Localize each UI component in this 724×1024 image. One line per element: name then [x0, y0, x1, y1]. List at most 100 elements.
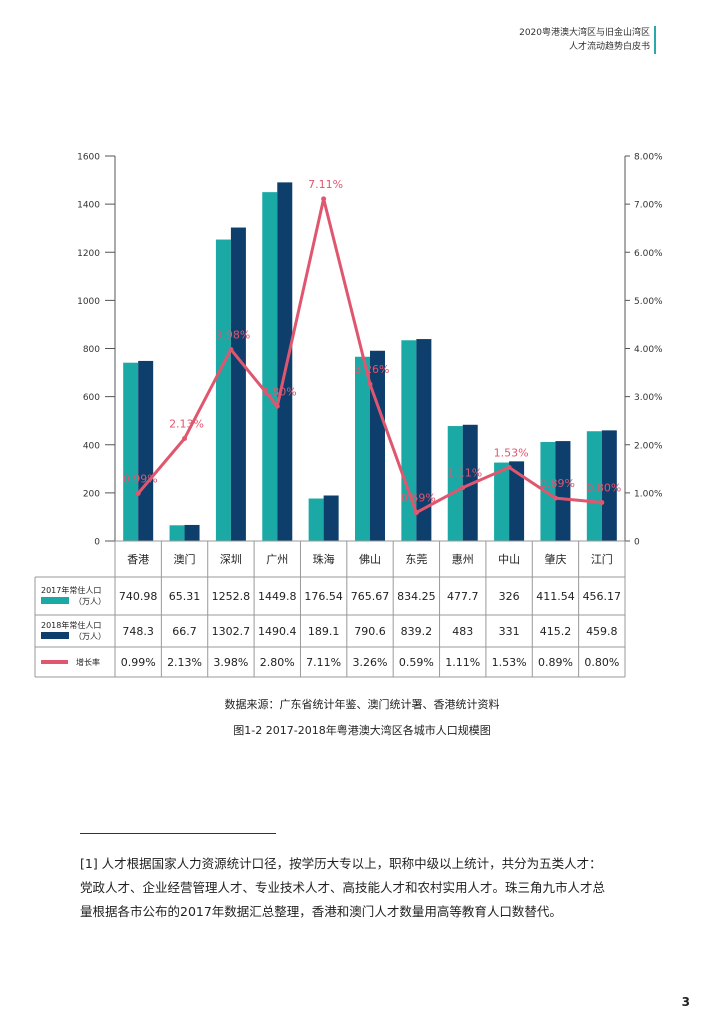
category-label: 江门	[591, 552, 613, 566]
table-cell: 765.67	[351, 590, 390, 603]
growth-rate-point	[321, 196, 327, 202]
table-cell: 66.7	[172, 625, 197, 638]
category-label: 东莞	[405, 553, 427, 566]
category-label: 惠州	[452, 552, 474, 566]
bar-2018	[277, 182, 293, 541]
bar-2018	[370, 350, 385, 541]
row-label-2018: 2018年常住人口	[41, 620, 101, 630]
growth-rate-point	[135, 490, 141, 496]
footnote-line-3: 量根据各市公布的2017年数据汇总整理，香港和澳门人才数量用高等教育人口数替代。	[80, 904, 562, 919]
table-cell: 1.53%	[492, 656, 527, 669]
footnote-line-2: 党政人才、企业经营管理人才、专业技术人才、高技能人才和农村实用人才。珠三角九市人…	[80, 880, 606, 895]
growth-rate-point	[599, 500, 605, 505]
category-label: 广州	[266, 553, 288, 566]
growth-rate-label: 1.53%	[494, 446, 529, 459]
y-right-tick-label: 6.00%	[634, 249, 663, 259]
growth-rate-label: 2.13%	[169, 417, 204, 430]
table-cell: 790.6	[354, 625, 386, 638]
growth-rate-point	[367, 381, 373, 387]
growth-rate-label: 0.80%	[586, 482, 621, 495]
row-label-2018-unit: （万人）	[74, 632, 106, 641]
table-cell: 1.11%	[445, 656, 480, 669]
legend-swatch-2018	[41, 632, 69, 639]
table-cell: 0.59%	[399, 656, 434, 669]
category-label: 肇庆	[544, 552, 566, 566]
bar-2017	[355, 356, 370, 541]
table-cell: 0.80%	[584, 656, 619, 669]
bar-2018	[323, 495, 339, 541]
bar-2017	[308, 498, 324, 541]
y-right-tick-label: 7.00%	[634, 201, 663, 211]
growth-rate-label: 3.98%	[215, 328, 250, 341]
growth-rate-label: 0.89%	[540, 477, 575, 490]
table-cell: 0.89%	[538, 656, 573, 669]
category-label: 深圳	[220, 553, 242, 566]
bar-2018	[509, 461, 525, 541]
page-header: 2020粤港澳大湾区与旧金山湾区 人才流动趋势白皮书	[519, 26, 650, 54]
category-label: 香港	[127, 553, 149, 566]
growth-rate-point	[182, 435, 188, 441]
y-left-tick-label: 1200	[77, 249, 100, 259]
bar-2018	[416, 339, 432, 541]
y-right-tick-label: 3.00%	[634, 393, 663, 403]
table-cell: 3.26%	[353, 656, 388, 669]
growth-rate-point	[413, 510, 419, 516]
y-right-tick-label: 5.00%	[634, 297, 663, 307]
category-label: 珠海	[313, 552, 335, 566]
bar-2017	[169, 525, 185, 541]
footnote-line-1: [1] 人才根据国家人力资源统计口径，按学历大专以上，职称中级以上统计，共分为五…	[80, 856, 602, 871]
table-cell: 415.2	[540, 625, 572, 638]
table-cell: 189.1	[308, 625, 340, 638]
category-label: 佛山	[359, 553, 381, 566]
growth-rate-label: 0.99%	[123, 472, 158, 485]
y-left-tick-label: 1400	[77, 201, 100, 211]
growth-rate-label: 2.80%	[262, 385, 297, 398]
header-title-line2: 人才流动趋势白皮书	[568, 42, 650, 52]
bar-2018	[601, 430, 617, 541]
category-label: 中山	[498, 553, 520, 566]
legend-swatch-2017	[41, 597, 69, 604]
category-label: 澳门	[174, 552, 196, 566]
table-cell: 839.2	[401, 625, 433, 638]
table-cell: 331	[499, 625, 520, 638]
table-cell: 176.54	[304, 590, 343, 603]
y-left-tick-label: 1600	[77, 153, 100, 163]
growth-rate-point	[274, 403, 280, 409]
table-cell: 459.8	[586, 625, 618, 638]
header-title-line1: 2020粤港澳大湾区与旧金山湾区	[519, 28, 650, 38]
table-cell: 834.25	[397, 590, 436, 603]
table-cell: 65.31	[169, 590, 201, 603]
bar-2018	[555, 441, 571, 541]
growth-rate-point	[228, 346, 234, 352]
figure-caption: 图1-2 2017-2018年粤港澳大湾区各城市人口规模图	[233, 724, 491, 737]
y-left-tick-label: 1000	[77, 297, 100, 307]
table-cell: 7.11%	[306, 656, 341, 669]
row-label-2017-unit: （万人）	[74, 597, 106, 606]
y-right-tick-label: 0	[634, 538, 640, 548]
bar-2017	[586, 431, 602, 541]
y-right-tick-label: 1.00%	[634, 489, 663, 499]
population-chart: 0 200 400 600 800 1000 1200 1400 1600 0 1.00% 2.00%…	[34, 153, 663, 678]
bar-2017	[262, 192, 278, 541]
page-number: 3	[681, 995, 690, 1009]
table-cell: 1302.7	[212, 625, 251, 638]
footnote-rule	[80, 833, 276, 834]
footnote: [1] 人才根据国家人力资源统计口径，按学历大专以上，职称中级以上统计，共分为五…	[80, 852, 660, 924]
bar-2017	[123, 362, 139, 541]
y-left-tick-label: 600	[83, 393, 100, 403]
table-cell: 740.98	[119, 590, 158, 603]
y-left-tick-label: 400	[83, 441, 100, 451]
table-cell: 477.7	[447, 590, 479, 603]
bar-2018	[230, 227, 246, 541]
table-cell: 1252.8	[212, 590, 251, 603]
y-right-tick-label: 2.00%	[634, 441, 663, 451]
growth-rate-point	[460, 485, 466, 491]
bar-2017	[447, 426, 463, 541]
growth-rate-label: 0.59%	[401, 492, 436, 505]
growth-rate-label: 3.26%	[355, 363, 390, 376]
table-cell: 411.54	[536, 590, 575, 603]
table-cell: 2.13%	[167, 656, 202, 669]
bar-2018	[184, 524, 200, 541]
table-cell: 456.17	[583, 590, 622, 603]
bar-2017	[494, 462, 510, 541]
